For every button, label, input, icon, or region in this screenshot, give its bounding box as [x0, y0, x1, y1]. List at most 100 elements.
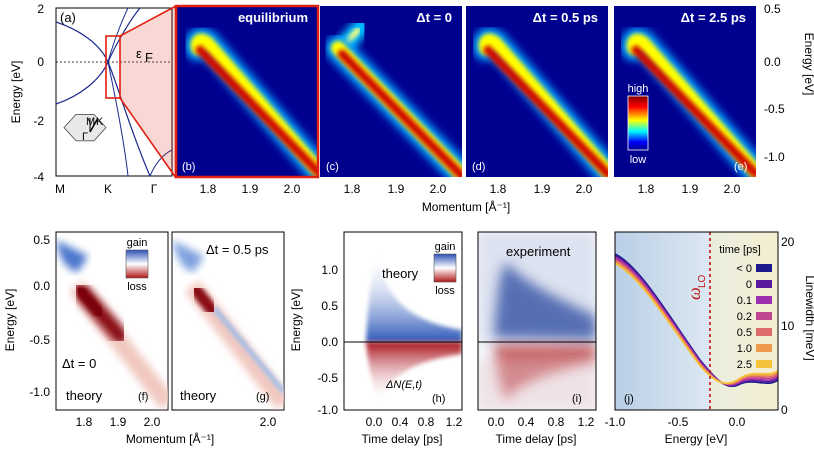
legend-label: 0.5	[737, 327, 752, 339]
ytick: 0.0	[33, 279, 50, 293]
inset-label-m: M	[86, 116, 95, 128]
panel-e: Δt = 2.5 ps (e) high low	[614, 6, 756, 177]
panel-f-letter: (f)	[138, 391, 148, 403]
inset-label-gamma: Γ	[82, 131, 88, 143]
panel-e-title: Δt = 2.5 ps	[681, 10, 746, 25]
top-xlabel: Momentum [Å⁻¹]	[422, 199, 510, 214]
xtick: 1.8	[344, 182, 361, 196]
panel-j: ω LO (j) time [ps] < 0 0 0.1 0.2 0.5 1.0 2.5 -…	[605, 231, 814, 446]
legend-swatch	[756, 360, 772, 368]
xtick: 1.9	[388, 182, 405, 196]
ytick: -0.5	[317, 371, 338, 385]
xtick: 0.0	[488, 415, 505, 429]
panel-a-ylabel: Energy [eV]	[9, 61, 23, 124]
zoom-line	[119, 97, 177, 179]
legend-swatch	[756, 344, 772, 352]
panel-h-theory: theory	[382, 266, 419, 281]
right-y-axis: 0.5 0.0 -0.5 -1.0 Energy [eV]	[764, 2, 814, 164]
legend-label: 0.1	[737, 295, 752, 307]
xtick: 0.0	[366, 415, 383, 429]
panel-f-theory: theory	[66, 388, 103, 403]
hi-axes: 1.0 0.5 0.0 -0.5 -1.0 Energy [eV] 0.0 0.…	[289, 263, 595, 446]
i-xlabel: Time delay [ps]	[496, 432, 577, 446]
colorbar-loss-label: loss	[127, 281, 147, 293]
panel-a-xtick-m: M	[55, 182, 65, 196]
panel-h-formula: ΔN(E,t)	[385, 379, 422, 391]
legend-swatch	[756, 296, 772, 304]
legend-swatch	[756, 280, 772, 288]
colorbar-gain-label: gain	[127, 237, 148, 249]
panel-f: Δt = 0 theory (f) gain loss	[55, 231, 169, 411]
panel-a-xtick-k: K	[104, 182, 112, 196]
panel-a-letter: (a)	[60, 10, 76, 25]
right-ylabel: Energy [eV]	[802, 33, 814, 96]
ytick: -1.0	[764, 150, 785, 164]
xtick: 2.0	[284, 182, 301, 196]
legend-label: < 0	[736, 263, 752, 275]
xtick: 1.9	[682, 182, 699, 196]
xtick: 1.9	[242, 182, 259, 196]
gainloss-colorbar	[125, 249, 149, 279]
band-line	[107, 8, 129, 63]
panel-g-dt: Δt = 0.5 ps	[206, 242, 269, 257]
ytick: 0.0	[321, 335, 338, 349]
xtick: -1.0	[605, 415, 626, 429]
ytick: -1.0	[29, 385, 50, 399]
legend-label: 0	[746, 279, 752, 291]
xtick: 2.0	[430, 182, 447, 196]
colorbar-low-label: low	[630, 154, 647, 166]
h-xlabel: Time delay [ps]	[362, 432, 443, 446]
xtick: 2.0	[724, 182, 741, 196]
xtick: 0.8	[548, 415, 565, 429]
ytick: 20	[781, 235, 795, 249]
xtick: 1.8	[490, 182, 507, 196]
panel-h: theory gain loss ΔN(E,t) (h)	[343, 231, 463, 411]
ytick: 0.5	[764, 2, 781, 16]
ytick: 0.5	[33, 233, 50, 247]
fg-ylabel: Energy [eV]	[3, 289, 17, 352]
ytick: -0.5	[29, 333, 50, 347]
xtick: 0.4	[392, 415, 409, 429]
panel-i-experiment: experiment	[506, 244, 571, 259]
top-x-axis: 1.8 1.9 2.0 1.8 1.9 2.0 1.8 1.9 2.0 1.8 …	[200, 182, 741, 214]
xtick: 0.4	[518, 415, 535, 429]
panel-g-theory: theory	[180, 388, 217, 403]
legend-swatch	[756, 312, 772, 320]
xtick: 1.8	[638, 182, 655, 196]
ytick: 0.5	[321, 299, 338, 313]
xtick: 1.2	[578, 415, 595, 429]
panel-d-letter: (d)	[472, 161, 485, 173]
panel-f-dt: Δt = 0	[62, 356, 96, 371]
fg-xlabel: Momentum [Å⁻¹]	[126, 431, 214, 446]
panel-b-title: equilibrium	[238, 10, 308, 25]
hi-ylabel: Energy [eV]	[289, 289, 303, 352]
panel-d-title: Δt = 0.5 ps	[533, 10, 598, 25]
panel-a-ytick: 2	[37, 2, 44, 16]
colorbar-loss-label: loss	[435, 285, 455, 297]
panel-b: equilibrium (b)	[174, 4, 320, 179]
xtick: 0.8	[418, 415, 435, 429]
band-line	[149, 149, 172, 176]
ytick: 0.0	[764, 55, 781, 69]
panel-a-xtick-gamma: Γ	[151, 182, 158, 196]
panel-a: Γ M K (a) ε F 2 0 -2 -4 Energy [eV] M K …	[9, 2, 177, 196]
ytick: 10	[781, 319, 795, 333]
xtick: 2.0	[260, 415, 277, 429]
panel-h-frame	[343, 231, 463, 411]
legend-label: 0.2	[737, 311, 752, 323]
legend-label: 2.5	[737, 359, 752, 371]
zoom-line	[119, 5, 177, 37]
panel-a-ytick: -4	[33, 170, 44, 184]
inset-label-k: K	[96, 116, 104, 128]
legend-swatch	[756, 264, 772, 272]
panel-i: experiment (i)	[477, 231, 597, 411]
panel-a-ytick: 0	[37, 55, 44, 69]
gainloss-colorbar	[433, 253, 457, 283]
panel-i-letter: (i)	[572, 393, 582, 405]
zoom-box	[105, 35, 121, 99]
xtick: -0.5	[668, 415, 689, 429]
xtick: 2.0	[576, 182, 593, 196]
legend-swatch	[756, 328, 772, 336]
omega-label: ω	[684, 287, 704, 300]
